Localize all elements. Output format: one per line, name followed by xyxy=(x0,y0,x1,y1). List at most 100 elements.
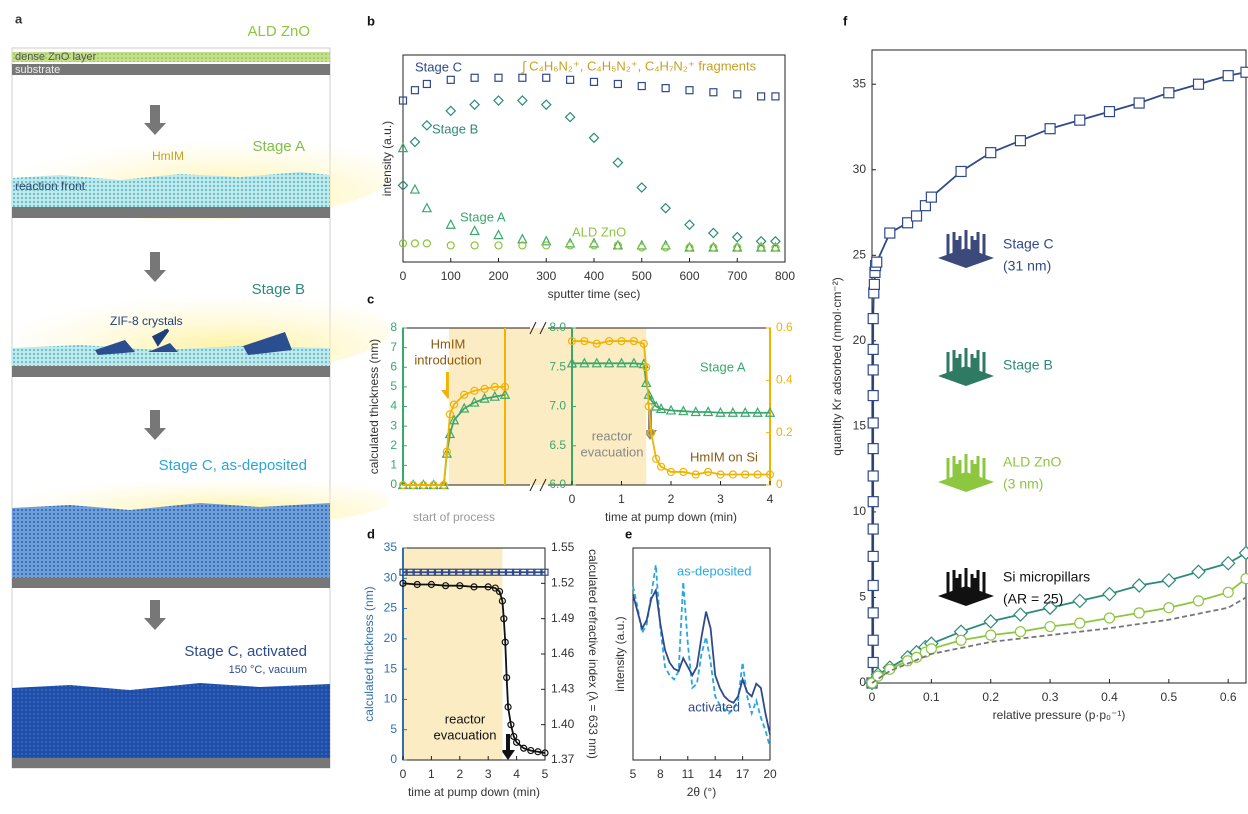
x-tick-label: 600 xyxy=(679,269,699,283)
page: a ALD ZnO dense ZnO layer substrate HmIM… xyxy=(0,0,1248,814)
marker xyxy=(868,314,878,324)
marker xyxy=(423,240,430,247)
marker xyxy=(986,148,996,158)
y-tick-label: 10 xyxy=(853,504,867,518)
marker xyxy=(638,244,645,251)
y-tick-label: 6 xyxy=(390,359,397,373)
marker xyxy=(686,87,693,94)
plot-frame xyxy=(872,50,1246,683)
y-tick-label: 7.5 xyxy=(549,359,566,373)
series-label: Stage B xyxy=(432,121,478,136)
marker xyxy=(494,231,502,239)
label: Stage C, activated xyxy=(184,643,307,660)
y-tick-label: 0 xyxy=(859,675,866,689)
y2-tick-label: 1.43 xyxy=(551,682,575,696)
panel-label: c xyxy=(367,291,374,306)
panel-label: b xyxy=(367,13,375,28)
x-tick-label: 2 xyxy=(456,767,463,781)
y-tick-label: 7 xyxy=(390,340,397,354)
label: Stage B xyxy=(252,281,305,298)
y2-tick-label: 1.55 xyxy=(551,540,575,554)
y2-tick-label: 1.46 xyxy=(551,646,575,660)
series-label: as-deposited xyxy=(677,563,751,578)
marker xyxy=(543,242,550,249)
marker xyxy=(411,87,418,94)
y-tick-label: 6.0 xyxy=(549,477,566,491)
x-tick-label: 14 xyxy=(709,767,723,781)
series-label: activated xyxy=(688,699,740,714)
y-tick-label: 1 xyxy=(390,458,397,472)
label: dense ZnO layer xyxy=(15,51,97,63)
arrow xyxy=(501,734,515,760)
annotation: ∫ C₄H₆N₂⁺, C₄H₅N₂⁺, C₄H₇N₂⁺ fragments xyxy=(521,58,757,73)
y2-axis-label: calculated refractive index (λ = 633 nm) xyxy=(586,549,600,759)
marker xyxy=(734,91,741,98)
y-axis-label: calculated thickness (nm) xyxy=(362,586,376,721)
marker xyxy=(868,551,878,561)
marker xyxy=(495,74,502,81)
marker xyxy=(1164,603,1174,613)
x-tick-label: 4 xyxy=(513,767,520,781)
marker xyxy=(709,228,718,237)
y2-tick-label: 1.52 xyxy=(551,576,575,590)
marker xyxy=(868,580,878,590)
marker xyxy=(1162,574,1175,587)
icon xyxy=(938,348,994,386)
marker xyxy=(423,80,430,87)
label: HmIM xyxy=(152,149,184,163)
marker xyxy=(1222,557,1235,570)
marker xyxy=(868,418,878,428)
x-tick-label: 0.2 xyxy=(982,690,999,704)
marker xyxy=(868,344,878,354)
marker xyxy=(1133,579,1146,592)
substrate xyxy=(12,207,330,218)
marker xyxy=(470,226,478,234)
marker xyxy=(956,635,966,645)
marker xyxy=(926,644,936,654)
y2-tick-label: 0.2 xyxy=(776,425,793,439)
series-label: (31 nm) xyxy=(1003,258,1051,274)
y-axis-label: intensity (a.u.) xyxy=(380,121,394,196)
x-tick-label: 0 xyxy=(400,269,407,283)
marker xyxy=(1192,565,1205,578)
y-tick-label: 10 xyxy=(384,692,398,706)
series-label: (3 nm) xyxy=(1003,476,1043,492)
x-tick-label: 300 xyxy=(536,269,556,283)
panel-label: f xyxy=(843,13,848,28)
annotation: reactor xyxy=(592,428,633,443)
marker xyxy=(868,444,878,454)
x-axis-label: relative pressure (p·p₀⁻¹) xyxy=(993,708,1126,722)
marker xyxy=(661,204,670,213)
y-tick-label: 3 xyxy=(390,418,397,432)
marker xyxy=(446,106,455,115)
marker xyxy=(1073,594,1086,607)
marker xyxy=(1134,608,1144,618)
marker xyxy=(613,158,622,167)
y2-tick-label: 1.40 xyxy=(551,717,575,731)
x-tick-label: 0.3 xyxy=(1042,690,1059,704)
y-tick-label: 6.5 xyxy=(549,438,566,452)
y2-tick-label: 1.49 xyxy=(551,611,575,625)
marker xyxy=(1045,124,1055,134)
arrow xyxy=(144,600,166,630)
series-label: (AR = 25) xyxy=(1003,591,1063,607)
marker xyxy=(1075,115,1085,125)
marker xyxy=(494,96,503,105)
series-label: HmIM on Si xyxy=(690,449,758,464)
x-axis-label: time at pump down (min) xyxy=(605,510,737,524)
substrate xyxy=(12,578,330,588)
y-tick-label: 25 xyxy=(384,601,398,615)
x-tick-label: 400 xyxy=(584,269,604,283)
y-tick-label: 7.0 xyxy=(549,399,566,413)
marker xyxy=(422,121,431,130)
annotation: introduction xyxy=(414,352,481,367)
marker xyxy=(1240,546,1248,559)
marker xyxy=(470,100,479,109)
y-tick-label: 0 xyxy=(390,752,397,766)
label: substrate xyxy=(15,64,60,76)
x-tick-label: 1 xyxy=(428,767,435,781)
marker xyxy=(1015,627,1025,637)
marker xyxy=(868,657,878,667)
marker xyxy=(495,242,502,249)
y-tick-label: 5 xyxy=(859,590,866,604)
